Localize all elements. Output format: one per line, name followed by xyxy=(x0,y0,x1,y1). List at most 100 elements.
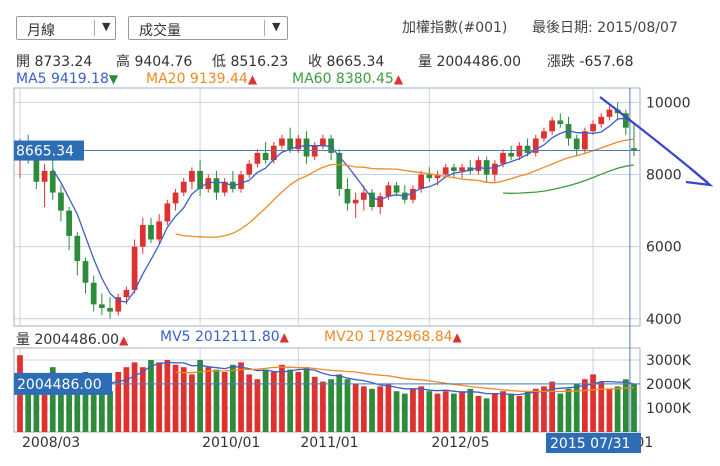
candle-body xyxy=(328,138,334,153)
volume-bar xyxy=(172,364,179,432)
volume-bar xyxy=(393,391,400,432)
ma20-legend-text: MA20 9139.44 xyxy=(146,71,248,87)
volume-bar xyxy=(238,362,244,432)
volume-tick-label: 1000K xyxy=(646,401,692,417)
ma5-legend-text: MA5 9419.18 xyxy=(16,71,109,87)
volume-bar xyxy=(557,393,564,432)
volume-bar xyxy=(99,386,105,432)
change-value: 漲跌 -657.68 xyxy=(547,54,634,70)
volume-bar xyxy=(483,398,490,432)
up-triangle-icon: ▲ xyxy=(452,330,462,344)
volume-bar xyxy=(270,372,277,432)
chevron-down-icon[interactable]: ▼ xyxy=(272,20,281,33)
candle-body xyxy=(164,203,171,222)
volume-bar xyxy=(74,384,81,432)
vol-legend: 量 2004486.00▲ xyxy=(16,329,128,349)
candle-body xyxy=(524,145,531,153)
volume-bar xyxy=(631,384,637,432)
price-tick-label: 8000 xyxy=(646,168,682,184)
x-tick-label: 2008/03 xyxy=(22,435,80,451)
open-value: 開 8733.24 xyxy=(16,54,93,70)
period-select[interactable]: 月線 ▼ xyxy=(16,16,116,40)
volume-bar xyxy=(418,386,425,432)
volume-bar xyxy=(385,384,392,432)
last-date: 最後日期: 2015/08/07 xyxy=(532,20,678,36)
candle-body xyxy=(115,297,122,312)
candle-body xyxy=(516,145,523,157)
price-pane-frame xyxy=(13,87,641,327)
volume-bar xyxy=(254,379,261,432)
candle-body xyxy=(590,124,596,132)
vol-legend-text: 量 2004486.00 xyxy=(16,332,120,348)
ma5-legend: MA5 9419.18▼ xyxy=(16,71,118,87)
candle-body xyxy=(172,192,179,204)
volume-bar xyxy=(590,374,596,432)
crosshair-date-label-bg xyxy=(546,433,641,453)
candle-body xyxy=(254,152,261,164)
volume-bar xyxy=(229,364,236,432)
chevron-down-icon[interactable]: ▼ xyxy=(102,20,111,33)
price-tick-label: 10000 xyxy=(646,95,691,111)
volume-bar xyxy=(549,381,555,432)
mv20-legend: MV20 1782968.84▲ xyxy=(324,329,462,345)
candle-body xyxy=(377,196,384,207)
volume-bar xyxy=(532,388,539,432)
high-value: 高 9404.76 xyxy=(116,54,193,70)
candle-body xyxy=(426,174,433,179)
mv20-legend-text: MV20 1782968.84 xyxy=(324,329,453,345)
volume-bar xyxy=(295,372,302,432)
indicator-select[interactable]: 成交量 ▼ xyxy=(128,16,288,40)
candle-body xyxy=(295,138,302,150)
candle-body xyxy=(139,225,146,247)
candle-body xyxy=(246,163,253,175)
ma60-line xyxy=(502,164,635,194)
volume-bar xyxy=(426,391,433,432)
volume-bar xyxy=(279,364,285,432)
volume-bar xyxy=(475,396,482,432)
candle-body xyxy=(180,181,187,193)
candle-body xyxy=(82,261,89,283)
candle-body xyxy=(107,307,113,312)
candle-body xyxy=(221,181,228,193)
candle-body xyxy=(467,167,474,171)
volume-bar xyxy=(320,381,326,432)
candle-body xyxy=(393,185,400,193)
candle-body xyxy=(287,138,294,150)
indicator-select-divider xyxy=(264,20,265,36)
candle-body xyxy=(557,120,564,125)
ma60-legend-text: MA60 8380.45 xyxy=(292,71,394,87)
candle-body xyxy=(66,210,72,236)
candle-body xyxy=(410,188,416,200)
volume-bar xyxy=(500,391,506,432)
crosshair-date-label: 2015 07/31 xyxy=(550,436,630,452)
volume-bar xyxy=(115,372,122,432)
candle-body xyxy=(385,185,392,197)
period-select-value: 月線 xyxy=(27,23,55,39)
candle-body xyxy=(451,167,457,171)
volume-bar xyxy=(369,388,375,432)
volume-bar xyxy=(123,367,130,432)
up-triangle-icon: ▲ xyxy=(247,72,258,86)
volume-bar xyxy=(336,374,343,432)
x-tick-label: 2011/01 xyxy=(300,435,358,451)
volume-bar xyxy=(491,393,498,432)
volume-value: 量 2004486.00 xyxy=(418,54,522,70)
volume-bar xyxy=(287,369,294,432)
candle-body xyxy=(369,192,375,207)
candle-body xyxy=(508,152,515,157)
candle-body xyxy=(262,152,269,161)
candle-body xyxy=(311,145,318,157)
candle-body xyxy=(33,156,40,182)
volume-bar xyxy=(573,384,580,432)
price-pane[interactable]: 4000 6000 8000 10000 xyxy=(13,87,691,328)
volume-pane[interactable]: 1000K 2000K 3000K xyxy=(13,347,692,433)
candle-body xyxy=(197,170,203,189)
candle-body xyxy=(532,138,539,153)
volume-bar xyxy=(598,381,605,432)
volume-bar xyxy=(33,376,40,432)
volume-bar xyxy=(467,388,474,432)
candle-body xyxy=(41,170,48,182)
candle-body xyxy=(344,188,351,204)
candle-body xyxy=(352,199,359,204)
